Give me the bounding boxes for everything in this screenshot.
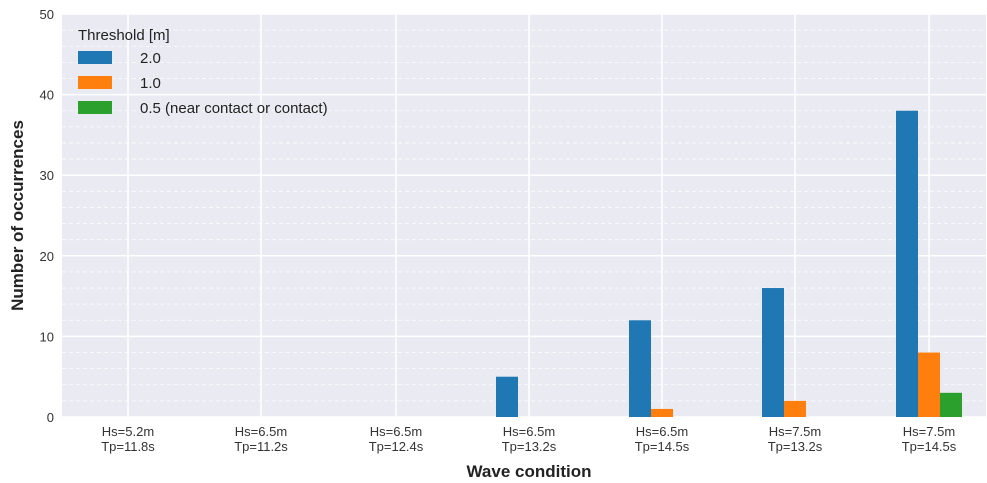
bar bbox=[496, 376, 518, 417]
x-tick-label-line: Tp=11.8s bbox=[101, 439, 155, 454]
x-tick-label: Hs=7.5m Tp=13.2s bbox=[768, 424, 823, 454]
bar bbox=[651, 408, 673, 417]
legend-label: 0.5 (near contact or contact) bbox=[140, 100, 328, 117]
x-tick-label: Hs=6.5m Tp=14.5s bbox=[635, 424, 690, 454]
y-tick-labels: 0 10 20 30 40 50 bbox=[40, 7, 54, 425]
x-tick-label: Hs=6.5m Tp=11.2s bbox=[234, 424, 288, 454]
legend-swatch bbox=[78, 51, 112, 64]
x-tick-label-line: Hs=7.5m bbox=[769, 424, 821, 439]
legend-label: 2.0 bbox=[140, 50, 161, 67]
bars bbox=[496, 110, 962, 417]
major-grid bbox=[62, 13, 986, 418]
bar bbox=[940, 392, 962, 417]
x-axis-title: Wave condition bbox=[467, 462, 592, 481]
plot-area bbox=[62, 14, 986, 417]
x-tick-label-line: Hs=6.5m bbox=[636, 424, 688, 439]
bar bbox=[918, 352, 940, 417]
legend: Threshold [m] 2.0 1.0 0.5 (near contact or… bbox=[78, 27, 328, 117]
x-tick-label-line: Hs=6.5m bbox=[235, 424, 287, 439]
minor-grid bbox=[62, 29, 986, 402]
x-tick-label-line: Hs=7.5m bbox=[903, 424, 955, 439]
x-tick-label-line: Tp=13.2s bbox=[768, 439, 823, 454]
x-tick-label-line: Tp=13.2s bbox=[502, 439, 557, 454]
y-tick-label: 10 bbox=[40, 329, 54, 344]
legend-title: Threshold [m] bbox=[78, 27, 170, 44]
y-tick-label: 30 bbox=[40, 168, 54, 183]
bar bbox=[784, 400, 806, 417]
x-tick-label-line: Tp=14.5s bbox=[635, 439, 690, 454]
x-tick-label-line: Hs=6.5m bbox=[370, 424, 422, 439]
x-tick-label-line: Tp=12.4s bbox=[369, 439, 424, 454]
y-axis-title: Number of occurrences bbox=[8, 120, 27, 311]
x-tick-label: Hs=7.5m Tp=14.5s bbox=[902, 424, 957, 454]
bar bbox=[629, 320, 651, 417]
legend-label: 1.0 bbox=[140, 75, 161, 92]
x-tick-label-line: Hs=6.5m bbox=[503, 424, 555, 439]
bar bbox=[762, 288, 784, 417]
y-tick-label: 40 bbox=[40, 88, 54, 103]
legend-swatch bbox=[78, 101, 112, 114]
y-tick-label: 20 bbox=[40, 249, 54, 264]
x-tick-label-line: Tp=14.5s bbox=[902, 439, 957, 454]
bar bbox=[896, 110, 918, 417]
x-tick-label-line: Hs=5.2m bbox=[102, 424, 154, 439]
x-tick-label: Hs=6.5m Tp=13.2s bbox=[502, 424, 557, 454]
x-tick-label: Hs=5.2m Tp=11.8s bbox=[101, 424, 155, 454]
x-tick-label-line: Tp=11.2s bbox=[234, 439, 288, 454]
y-tick-label: 50 bbox=[40, 7, 54, 22]
legend-swatch bbox=[78, 76, 112, 89]
x-tick-label: Hs=6.5m Tp=12.4s bbox=[369, 424, 424, 454]
y-tick-label: 0 bbox=[47, 410, 54, 425]
